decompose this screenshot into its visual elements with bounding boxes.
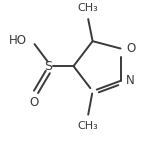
Text: N: N: [126, 74, 135, 87]
Text: CH₃: CH₃: [77, 121, 98, 131]
Text: S: S: [44, 60, 52, 73]
Text: HO: HO: [9, 34, 27, 47]
Text: O: O: [126, 42, 136, 55]
Text: CH₃: CH₃: [77, 3, 98, 13]
Text: O: O: [29, 96, 38, 109]
